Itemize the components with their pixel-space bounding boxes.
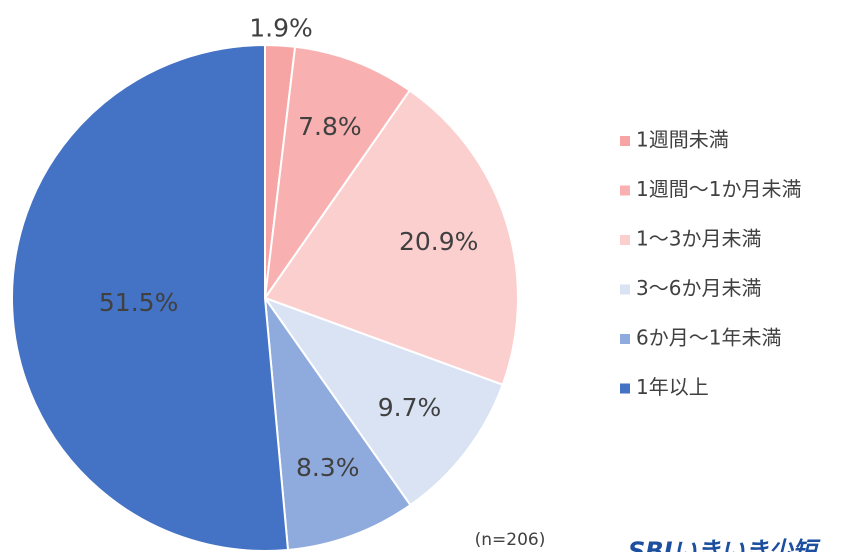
legend-label: 3〜6か月未満 bbox=[636, 276, 761, 300]
data-label: 7.8% bbox=[298, 112, 362, 141]
legend-label: 6か月〜1年未満 bbox=[636, 326, 781, 350]
legend-swatch bbox=[620, 334, 630, 344]
legend-swatch bbox=[620, 136, 630, 146]
data-label: 1.9% bbox=[249, 13, 313, 42]
pie-slice bbox=[11, 43, 290, 552]
legend-swatch bbox=[620, 383, 630, 394]
legend-swatch bbox=[620, 185, 630, 196]
data-label: 8.3% bbox=[296, 453, 360, 482]
note: (n=206) bbox=[475, 530, 546, 550]
legend-swatch bbox=[620, 284, 630, 295]
legend-label: 1〜3か月未満 bbox=[636, 227, 761, 251]
data-label: 51.5% bbox=[99, 288, 178, 317]
pie-slice bbox=[264, 45, 412, 299]
data-label: 20.9% bbox=[399, 227, 478, 256]
legend-label: 1週間未満 bbox=[636, 128, 729, 152]
pie-slice bbox=[263, 294, 412, 552]
logo: SBIいきいき少短 bbox=[628, 537, 822, 552]
legend-label: 1年以上 bbox=[636, 375, 709, 399]
legend-swatch bbox=[620, 235, 630, 245]
legend-label: 1週間〜1か月未満 bbox=[636, 177, 801, 201]
pie-slice bbox=[263, 89, 519, 387]
data-label: 9.7% bbox=[378, 393, 442, 422]
pie-slice bbox=[262, 295, 504, 507]
